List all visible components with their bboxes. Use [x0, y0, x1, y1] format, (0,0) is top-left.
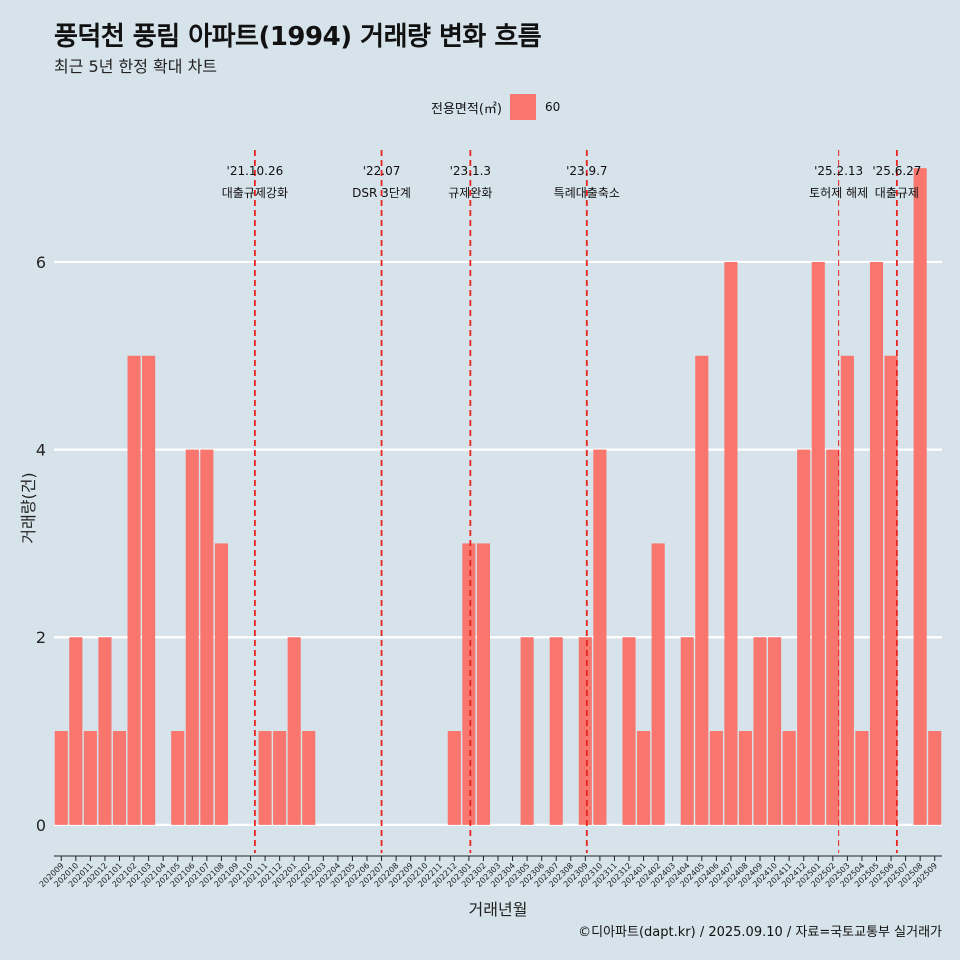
- bar: [738, 731, 753, 825]
- legend-label: 60: [544, 100, 561, 114]
- bar: [54, 731, 68, 825]
- chart-subtitle: 최근 5년 한정 확대 차트: [54, 57, 218, 76]
- y-tick-label: 0: [36, 816, 46, 835]
- event-markers: '21.10.26 대출규제강화 '22.07 DSR 3단계 '23.1.3 규제완화 '…: [222, 150, 921, 853]
- y-tick-label: 6: [36, 253, 46, 272]
- bar: [447, 731, 461, 825]
- bar: [549, 637, 563, 825]
- legend-title: 전용면적(㎡): [431, 101, 502, 117]
- bar: [811, 261, 825, 825]
- event-date: '23.1.3: [450, 164, 491, 178]
- bar: [651, 543, 665, 825]
- event-label: 특례대출축소: [554, 186, 620, 200]
- bar: [273, 731, 287, 825]
- bars: [54, 168, 942, 825]
- bar: [869, 261, 884, 825]
- bar: [913, 168, 927, 825]
- bar: [593, 449, 607, 825]
- y-tick-label: 4: [36, 441, 46, 460]
- bar: [855, 731, 869, 825]
- bar: [302, 731, 316, 825]
- bar: [724, 261, 738, 825]
- event-label: 대출규제: [875, 186, 919, 200]
- legend: 전용면적(㎡) 60: [431, 93, 560, 121]
- y-axis-title: 거래량(건): [19, 472, 38, 543]
- bar: [753, 637, 767, 825]
- bar: [69, 637, 83, 825]
- bar: [680, 637, 694, 825]
- bar: [622, 637, 636, 825]
- bar: [185, 449, 199, 825]
- bar: [637, 731, 651, 825]
- event-date: '23.9.7: [566, 164, 607, 178]
- bar: [142, 355, 156, 825]
- bar: [768, 637, 782, 825]
- bar: [520, 637, 534, 825]
- bar: [258, 731, 272, 825]
- event-date: '21.10.26: [227, 164, 284, 178]
- bar: [709, 731, 723, 825]
- bar: [287, 637, 301, 825]
- bar: [98, 637, 112, 825]
- bar: [884, 355, 898, 825]
- event-label: 대출규제강화: [222, 186, 288, 200]
- event-label: 토허제 해제: [809, 186, 868, 200]
- bar: [127, 355, 141, 825]
- bar: [782, 731, 796, 825]
- chart-title: 풍덕천 풍림 아파트(1994) 거래량 변화 흐름: [54, 22, 542, 52]
- event-date: '25.6.27: [872, 164, 921, 178]
- bar: [214, 543, 228, 825]
- bar: [928, 731, 942, 825]
- bar: [826, 449, 840, 825]
- bar: [171, 731, 185, 825]
- bar: [578, 637, 592, 825]
- bar: [840, 355, 854, 825]
- event-label: DSR 3단계: [352, 186, 411, 200]
- bar: [476, 543, 490, 825]
- bar: [112, 731, 127, 825]
- source-caption: ©디아파트(dapt.kr) / 2025.09.10 / 자료=국토교통부 실…: [578, 925, 942, 940]
- event-label: 규제완화: [448, 186, 492, 200]
- legend-swatch: [509, 94, 536, 120]
- bar: [797, 449, 811, 825]
- event-date: '25.2.13: [814, 164, 863, 178]
- bar: [83, 731, 97, 825]
- bar: [200, 449, 214, 825]
- event-date: '22.07: [363, 164, 401, 178]
- bar: [695, 355, 709, 825]
- y-tick-label: 2: [36, 628, 46, 647]
- x-axis-title: 거래년월: [469, 900, 528, 919]
- bar: [462, 543, 476, 825]
